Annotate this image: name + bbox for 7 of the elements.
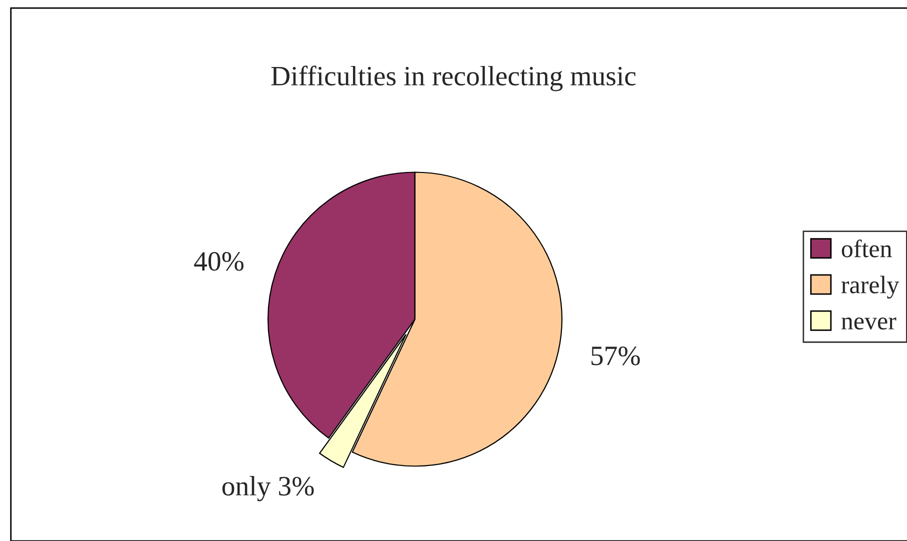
legend-label: rarely xyxy=(841,276,900,299)
legend-label: never xyxy=(841,318,896,330)
legend-label: often xyxy=(842,239,892,258)
data-label: only 3% xyxy=(222,476,314,502)
data-label: 57% xyxy=(592,346,640,366)
data-label: 40% xyxy=(194,252,244,271)
chart-title: Difficulties in recollecting music xyxy=(271,66,636,92)
